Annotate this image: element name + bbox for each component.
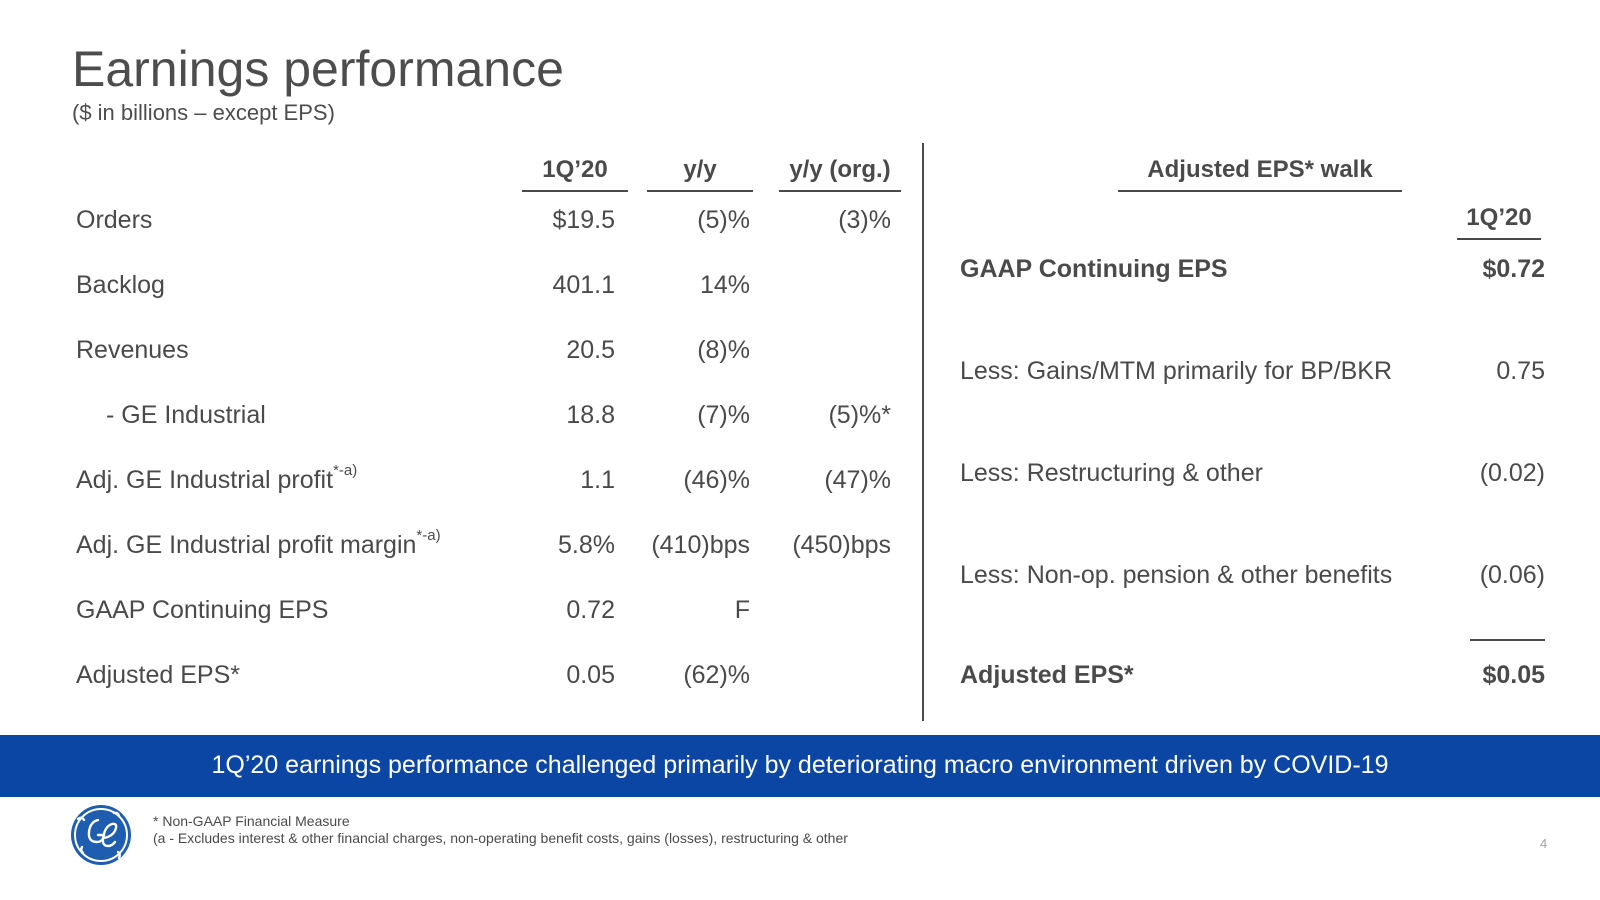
table-row-adj-industrial-margin: Adj. GE Industrial profit margin*-a) 5.8… [0,527,900,571]
cell-yy-org: (47)% [824,466,891,494]
footnote-non-gaap: * Non-GAAP Financial Measure [153,813,350,829]
table-row-ge-industrial: - GE Industrial 18.8 (7)% (5)%* [0,401,900,441]
walk-label: Less: Non-op. pension & other benefits [960,561,1393,589]
row-label: GAAP Continuing EPS [76,596,329,624]
cell-1q20: 18.8 [566,401,615,429]
walk-value: $0.72 [1482,255,1545,283]
footnote-marker: *-a) [416,527,441,544]
col-header-1q20: 1Q’20 [522,156,628,192]
cell-1q20: $19.5 [552,206,615,234]
cell-yy: (46)% [683,466,750,494]
cell-yy: (62)% [683,661,750,689]
col-header-yy-org: y/y (org.) [779,156,901,192]
table-row-orders: Orders $19.5 (5)% (3)% [0,206,900,246]
banner-text: 1Q’20 earnings performance challenged pr… [211,751,1389,779]
sum-underline [1470,639,1545,641]
cell-yy: (7)% [697,401,750,429]
cell-1q20: 20.5 [566,336,615,364]
walk-col-header: 1Q’20 [1457,204,1541,240]
page-title: Earnings performance [72,41,564,97]
walk-value: $0.05 [1482,661,1545,689]
page-subtitle: ($ in billions – except EPS) [72,100,335,125]
walk-value: 0.75 [1496,357,1545,385]
walk-label: Adjusted EPS* [960,661,1134,689]
walk-label: Less: Restructuring & other [960,459,1263,487]
table-row-backlog: Backlog 401.1 14% [0,271,900,311]
table-row-adj-industrial-profit: Adj. GE Industrial profit*-a) 1.1 (46)% … [0,462,900,506]
row-label: Adj. GE Industrial profit*-a) [76,462,358,494]
cell-yy-org: (5)%* [828,401,891,429]
table-row-adjusted-eps: Adjusted EPS* 0.05 (62)% [0,661,900,701]
walk-value: (0.02) [1479,459,1545,487]
row-label: Backlog [76,271,165,299]
row-label: - GE Industrial [106,401,266,429]
cell-1q20: 5.8% [558,531,615,559]
vertical-divider [922,143,924,721]
cell-1q20: 1.1 [580,466,615,494]
row-label: Adjusted EPS* [76,661,240,689]
walk-label: Less: Gains/MTM primarily for BP/BKR [960,357,1393,385]
row-label: Revenues [76,336,189,364]
row-label: Adj. GE Industrial profit margin*-a) [76,527,441,559]
cell-1q20: 0.72 [566,596,615,624]
walk-value: (0.06) [1479,561,1545,589]
cell-yy-org: (3)% [838,206,891,234]
footnote-marker: *-a) [333,462,358,479]
cell-yy: F [734,596,750,624]
cell-yy: (5)% [697,206,750,234]
page-number: 4 [1540,836,1548,851]
ge-monogram-logo [71,805,131,865]
cell-yy: (8)% [697,336,750,364]
takeaway-banner: 1Q’20 earnings performance challenged pr… [0,735,1600,797]
cell-yy: 14% [699,271,750,299]
table-row-gaap-eps: GAAP Continuing EPS 0.72 F [0,596,900,636]
row-label: Orders [76,206,153,234]
walk-label: GAAP Continuing EPS [960,255,1228,283]
cell-1q20: 0.05 [566,661,615,689]
footnote-a: (a - Excludes interest & other financial… [153,830,848,846]
walk-title: Adjusted EPS* walk [1118,156,1402,192]
cell-yy-org: (450)bps [792,531,891,559]
cell-1q20: 401.1 [552,271,615,299]
cell-yy: (410)bps [651,531,750,559]
col-header-yy: y/y [647,156,753,192]
table-row-revenues: Revenues 20.5 (8)% [0,336,900,376]
